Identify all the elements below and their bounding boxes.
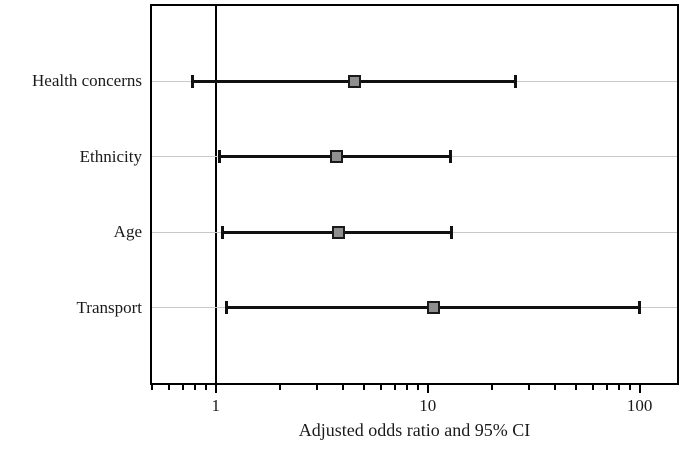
x-axis: 1 10 100 [150, 385, 679, 447]
x-tick-10 [426, 385, 429, 393]
x-minor-tick-4 [342, 385, 345, 390]
x-minor-tick-3 [315, 385, 318, 390]
x-minor-tick-7 [393, 385, 396, 390]
x-minor-tick-5 [362, 385, 365, 390]
x-minor-tick-0-5 [151, 385, 153, 390]
category-label-ethnicity: Ethnicity [79, 146, 142, 166]
x-minor-tick-0-9 [205, 385, 208, 390]
category-label-transport: Transport [76, 297, 143, 317]
x-minor-tick-70 [605, 385, 608, 390]
x-minor-tick-0-6 [167, 385, 170, 390]
ci-lower-cap-ethnicity [217, 150, 221, 164]
x-tick-label-100: 100 [626, 396, 653, 415]
ci-lower-cap-transport [224, 301, 228, 315]
x-minor-tick-0-8 [194, 385, 197, 390]
x-tick-label-1: 1 [211, 396, 221, 415]
x-tick-1 [214, 385, 217, 393]
category-label-age: Age [113, 222, 142, 242]
or-marker-health-concerns [347, 74, 361, 88]
or-marker-transport [427, 301, 441, 315]
reference-line-x1 [214, 6, 217, 383]
category-label-health-concerns: Health concerns [32, 71, 142, 91]
x-minor-tick-6 [379, 385, 382, 390]
x-minor-tick-0-7 [181, 385, 184, 390]
x-tick-label-10: 10 [419, 396, 437, 415]
x-axis-title: Adjusted odds ratio and 95% CI [298, 420, 531, 440]
x-minor-tick-40 [554, 385, 557, 390]
plot-area [150, 4, 679, 385]
ci-lower-cap-health-concerns [191, 74, 195, 88]
ci-lower-cap-age [220, 225, 224, 239]
x-minor-tick-30 [527, 385, 530, 390]
x-minor-tick-2 [278, 385, 281, 390]
x-minor-tick-60 [591, 385, 594, 390]
x-minor-tick-50 [574, 385, 577, 390]
x-minor-tick-20 [490, 385, 493, 390]
x-minor-tick-9 [417, 385, 420, 390]
ci-upper-cap-health-concerns [514, 74, 518, 88]
ci-upper-cap-age [450, 225, 454, 239]
x-minor-tick-80 [618, 385, 621, 390]
ci-upper-cap-ethnicity [448, 150, 452, 164]
x-tick-100 [638, 385, 641, 393]
or-marker-age [332, 225, 346, 239]
x-minor-tick-8 [406, 385, 409, 390]
ci-upper-cap-transport [638, 301, 642, 315]
or-marker-ethnicity [329, 150, 343, 164]
x-minor-tick-90 [628, 385, 631, 390]
